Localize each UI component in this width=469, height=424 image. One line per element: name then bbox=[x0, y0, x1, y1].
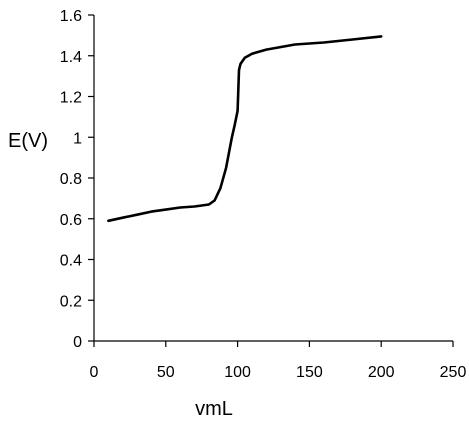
y-tick-label: 1 bbox=[73, 130, 82, 147]
x-tick-label: 50 bbox=[157, 364, 175, 381]
y-tick-label: 0.2 bbox=[60, 293, 82, 310]
data-line bbox=[107, 35, 383, 223]
x-tick-label: 100 bbox=[224, 364, 251, 381]
y-tick-label: 1.2 bbox=[60, 90, 82, 107]
x-tick-label: 0 bbox=[90, 364, 99, 381]
x-tick-label: 250 bbox=[440, 364, 467, 381]
x-axis-title: vmL bbox=[195, 398, 233, 420]
y-tick-label: 0.4 bbox=[60, 253, 82, 270]
x-tick-label: 200 bbox=[368, 364, 395, 381]
y-tick-label: 0.8 bbox=[60, 171, 82, 188]
y-tick-label: 0.6 bbox=[60, 212, 82, 229]
y-tick-label: 0 bbox=[73, 334, 82, 351]
x-tick-label: 150 bbox=[296, 364, 323, 381]
y-tick-label: 1.4 bbox=[60, 49, 82, 66]
y-axis-title: E(V) bbox=[8, 130, 48, 152]
y-tick-label: 1.6 bbox=[60, 8, 82, 25]
